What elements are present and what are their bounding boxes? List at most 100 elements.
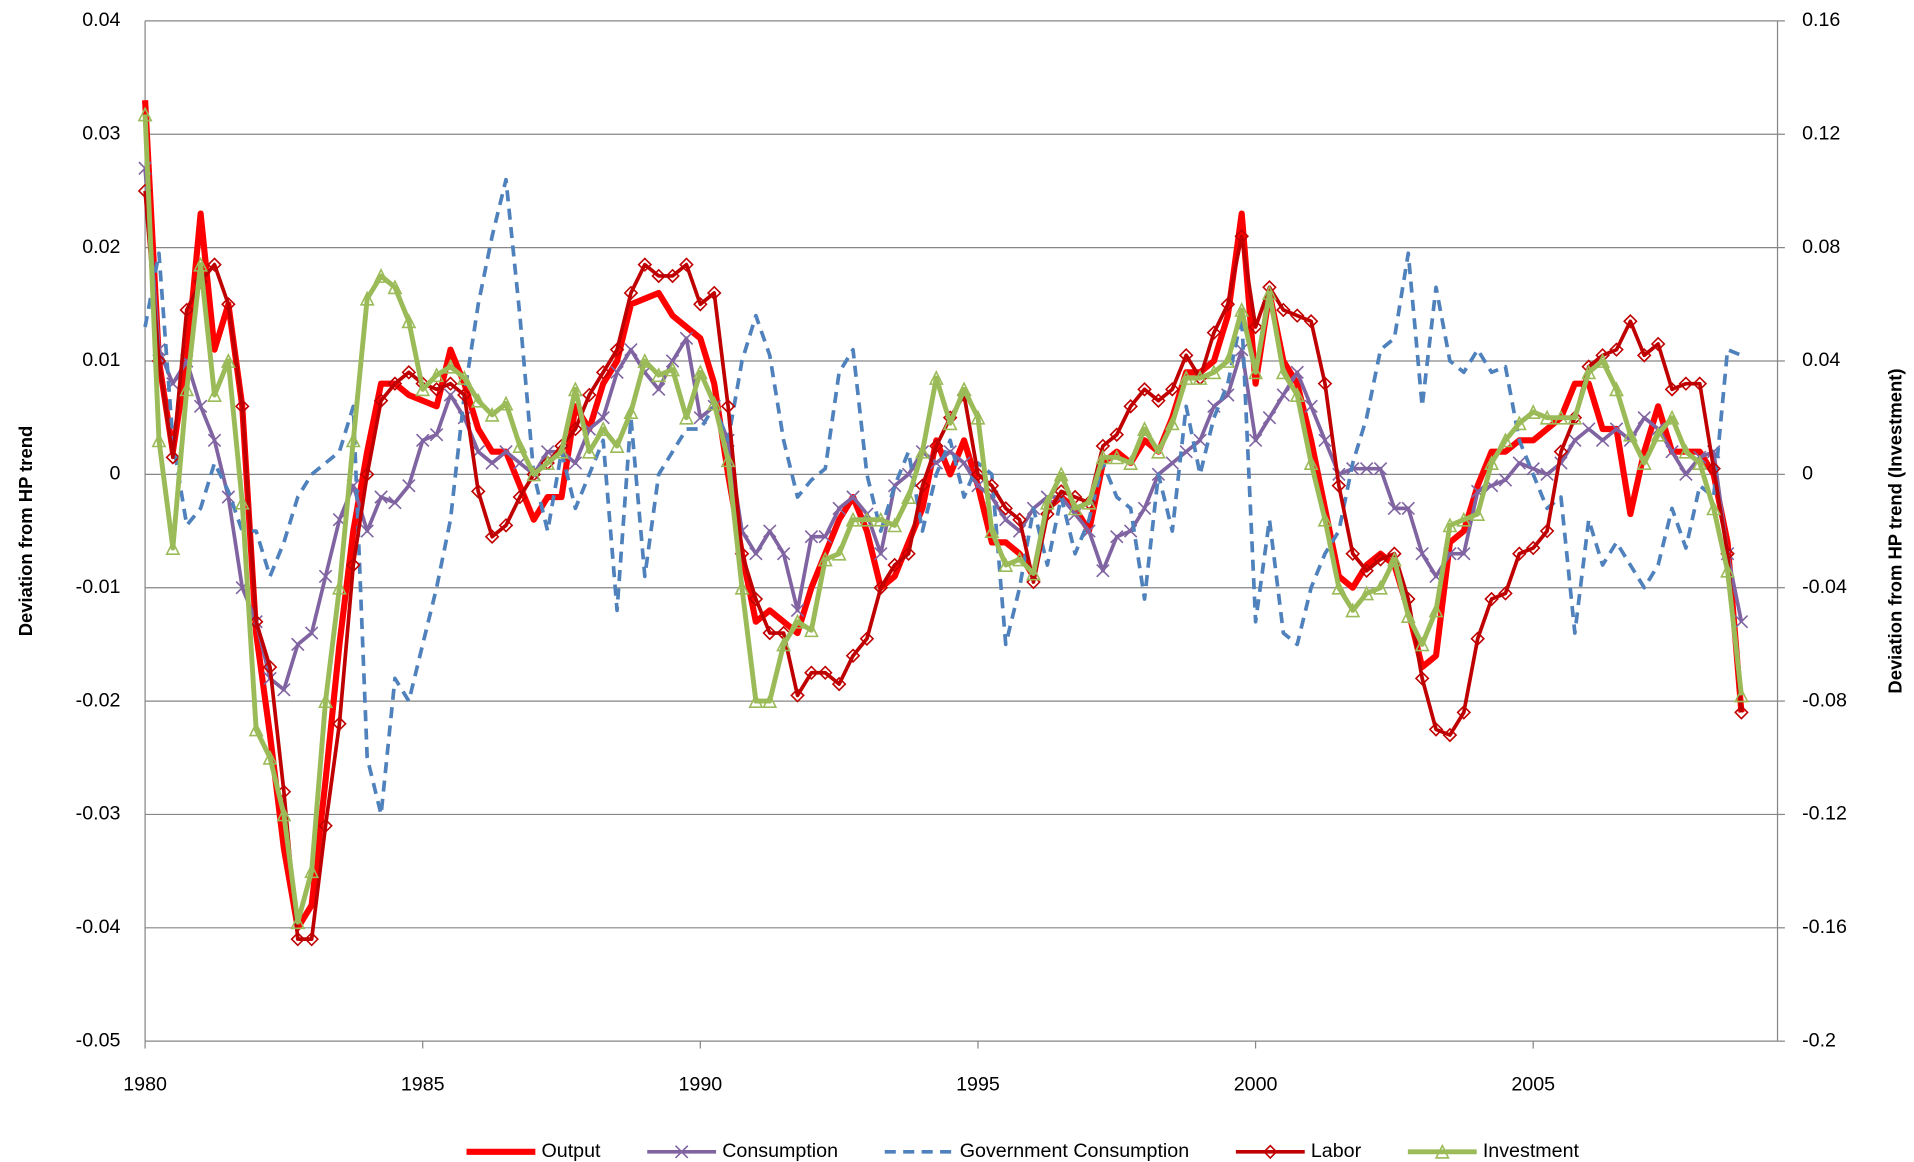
marker	[706, 395, 722, 411]
marker	[1650, 426, 1666, 442]
marker	[290, 931, 306, 947]
series	[142, 100, 1745, 931]
marker	[651, 367, 667, 383]
marker	[568, 456, 583, 470]
marker	[234, 399, 250, 414]
marker	[970, 467, 986, 482]
marker	[1317, 511, 1333, 527]
marker	[1234, 302, 1250, 317]
y2-tick-label: -0.12	[1802, 803, 1847, 825]
marker	[1026, 565, 1041, 581]
marker	[1609, 422, 1624, 436]
marker	[1303, 314, 1319, 329]
marker	[1206, 364, 1222, 380]
marker	[1303, 455, 1319, 470]
marker	[165, 540, 181, 555]
marker	[749, 546, 763, 561]
marker	[1414, 636, 1430, 652]
marker	[1359, 585, 1375, 601]
marker	[679, 409, 694, 425]
marker	[1622, 426, 1638, 442]
marker	[1498, 473, 1513, 487]
marker	[1470, 631, 1485, 647]
marker	[845, 511, 861, 527]
marker	[373, 393, 389, 408]
marker	[1123, 399, 1138, 414]
marker	[1067, 500, 1083, 516]
marker	[1568, 433, 1582, 448]
y2-tick-label: 0.04	[1802, 349, 1840, 371]
marker	[706, 285, 722, 301]
marker	[1734, 615, 1749, 629]
marker	[984, 523, 1000, 538]
marker	[1456, 511, 1472, 527]
marker	[790, 688, 805, 703]
marker	[373, 268, 389, 283]
marker	[221, 490, 236, 504]
marker	[928, 370, 944, 385]
marker	[1373, 579, 1388, 595]
marker	[1511, 415, 1527, 431]
marker	[1415, 546, 1429, 561]
marker	[610, 365, 624, 380]
marker	[1401, 501, 1415, 516]
legend-marker	[1263, 1144, 1278, 1160]
marker	[470, 392, 486, 408]
y-tick-label: 0.01	[82, 349, 120, 371]
marker	[665, 361, 681, 377]
y2-tick-label: 0.12	[1802, 122, 1840, 144]
marker	[818, 529, 832, 544]
marker	[1095, 449, 1111, 465]
marker	[1165, 382, 1180, 397]
marker	[790, 603, 805, 618]
marker	[609, 438, 625, 453]
marker	[1679, 467, 1693, 482]
marker	[929, 438, 944, 454]
marker	[1289, 387, 1305, 402]
marker	[291, 637, 305, 652]
marker	[304, 863, 320, 879]
marker	[804, 529, 819, 544]
marker	[762, 693, 778, 709]
marker	[1248, 319, 1263, 335]
y2-tick-label: -0.16	[1802, 916, 1847, 938]
marker	[1248, 364, 1264, 380]
marker	[179, 381, 195, 397]
marker	[1345, 546, 1361, 561]
marker	[595, 365, 611, 380]
marker	[1290, 365, 1304, 380]
marker	[846, 490, 860, 504]
y-tick-label: -0.03	[76, 803, 121, 825]
marker	[1387, 501, 1402, 516]
marker	[304, 626, 319, 640]
legend-label: Government Consumption	[960, 1140, 1189, 1162]
y-tick-label: 0.03	[82, 122, 120, 144]
marker	[512, 438, 528, 453]
marker	[1665, 444, 1679, 459]
marker	[665, 354, 680, 368]
marker	[1053, 466, 1069, 482]
marker	[1164, 415, 1180, 431]
marker	[485, 456, 499, 470]
marker	[165, 450, 181, 465]
marker	[1636, 348, 1652, 363]
marker	[374, 490, 388, 504]
marker	[1664, 409, 1680, 425]
marker	[651, 382, 666, 397]
marker	[248, 614, 264, 629]
y-tick-label: 0.02	[82, 236, 120, 258]
marker	[595, 421, 611, 436]
marker	[998, 501, 1013, 516]
marker	[207, 257, 222, 272]
marker	[1553, 444, 1569, 459]
legend-label: Consumption	[722, 1140, 838, 1162]
marker	[360, 524, 374, 538]
legend-item: Government Consumption	[884, 1140, 1189, 1162]
marker	[1414, 671, 1430, 686]
marker	[1581, 364, 1597, 380]
series-line	[143, 177, 1743, 817]
marker	[207, 387, 222, 402]
marker	[1150, 443, 1166, 459]
marker	[804, 665, 819, 681]
marker	[1373, 552, 1388, 567]
